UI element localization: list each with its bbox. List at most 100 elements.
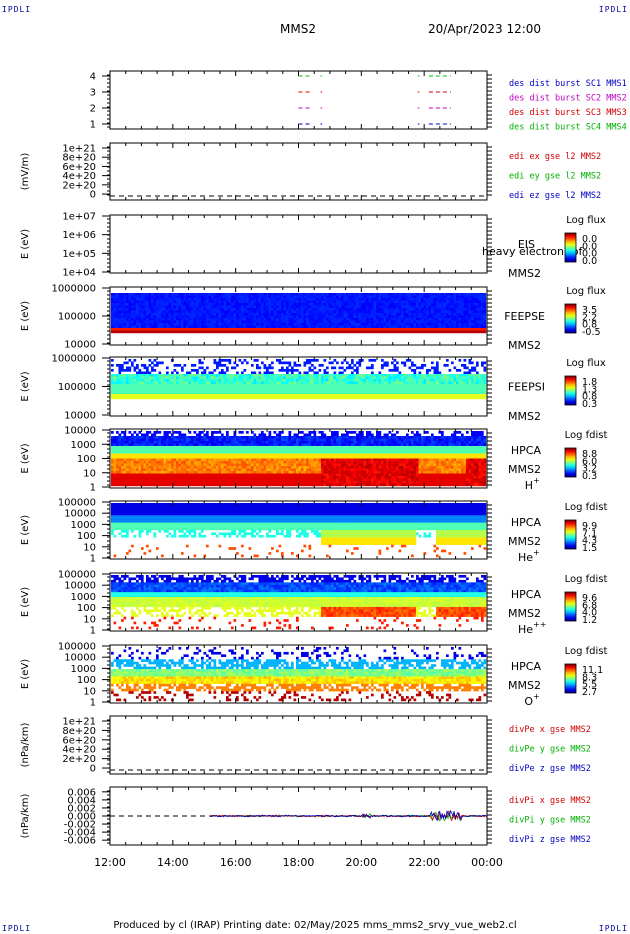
spectrogram-cell — [481, 298, 484, 301]
spectrogram-cell — [391, 328, 394, 331]
spectrogram-cell — [133, 468, 137, 472]
spectrogram-cell — [343, 391, 347, 395]
spectrogram-cell — [448, 369, 452, 372]
spectrogram-cell — [363, 376, 367, 380]
spectrogram-cell — [198, 328, 202, 331]
spectrogram-cell — [156, 298, 159, 301]
spectrogram-cell — [278, 381, 282, 385]
spectrogram-cell — [431, 381, 434, 385]
spectrogram-cell — [373, 330, 377, 334]
spectrogram-cell — [271, 310, 274, 314]
spectrogram-cell — [151, 394, 154, 397]
spectrogram-cell — [241, 386, 244, 390]
spectrogram-cell — [443, 305, 447, 309]
spectrogram-cell — [468, 313, 472, 316]
spectrogram-cell — [408, 376, 412, 380]
spectrogram-cell — [276, 298, 279, 301]
spectrogram-cell — [201, 389, 204, 392]
spectrogram-cell — [168, 376, 172, 380]
spectrogram-cell — [373, 318, 377, 321]
spectrogram-cell — [173, 364, 177, 367]
spectrogram-cell — [128, 446, 132, 449]
spectrogram-cell — [118, 468, 122, 472]
spectrogram-cell — [208, 328, 212, 331]
spectrogram-cell — [111, 305, 114, 309]
spectrogram-cell — [126, 384, 129, 387]
spectrogram-cell — [436, 361, 439, 365]
spectrogram-cell — [186, 396, 189, 400]
spectrogram-cell — [128, 466, 132, 469]
spectrogram-cell — [238, 359, 242, 362]
spectrogram-cell — [111, 468, 114, 472]
spectrogram-cell — [353, 389, 357, 392]
spectrogram-cell — [221, 325, 224, 329]
spectrogram-cell — [458, 359, 462, 362]
spectrogram-cell — [153, 379, 157, 382]
spectrogram-cell — [341, 295, 344, 299]
spectrogram-cell — [153, 310, 157, 314]
spectrogram-cell — [216, 323, 219, 326]
spectrogram-cell — [476, 325, 479, 329]
spectrogram-cell — [431, 389, 434, 392]
spectrogram-cell — [411, 305, 414, 309]
spectrogram-cell — [173, 303, 177, 306]
spectrogram-cell — [268, 300, 272, 304]
spectrogram-cell — [336, 361, 339, 365]
spectrogram-cell — [308, 394, 312, 397]
spectrogram-cell — [123, 389, 127, 392]
spectrogram-cell — [153, 376, 157, 380]
spectrogram-cell — [308, 361, 312, 365]
spectrogram-cell — [471, 376, 474, 380]
spectrogram-cell — [371, 374, 374, 377]
spectrogram-cell — [221, 323, 224, 326]
spectrogram-cell — [291, 366, 294, 370]
spectrogram-cell — [303, 389, 307, 392]
spectrogram-cell — [291, 310, 294, 314]
spectrogram-cell — [153, 386, 157, 390]
spectrogram-cell — [443, 313, 447, 316]
spectrogram-cell — [156, 361, 159, 365]
spectrogram-cell — [413, 305, 417, 309]
spectrogram-cell — [313, 394, 317, 397]
spectrogram-cell — [241, 371, 244, 375]
spectrogram-cell — [343, 389, 347, 392]
spectrogram-cell — [201, 386, 204, 390]
spectrogram-cell — [403, 381, 407, 385]
spectrogram-cell — [403, 310, 407, 314]
spectrogram-cell — [133, 476, 137, 479]
spectrogram-cell — [233, 391, 237, 395]
spectrogram-cell — [118, 448, 122, 452]
spectrogram-cell — [446, 364, 449, 367]
spectrogram-cell — [136, 328, 139, 331]
spectrogram-cell — [173, 295, 177, 299]
spectrogram-cell — [203, 298, 207, 301]
spectrogram-cell — [148, 384, 152, 387]
spectrogram-cell — [271, 374, 274, 377]
spectrogram-cell — [121, 453, 124, 457]
spectrogram-cell — [138, 466, 142, 469]
spectrogram-cell — [123, 443, 127, 447]
spectrogram-cell — [323, 320, 327, 324]
spectrogram-cell — [443, 298, 447, 301]
corner-label-top-left: IPDLI — [2, 5, 32, 14]
spectrogram-cell — [298, 364, 302, 367]
spectrogram-cell — [363, 320, 367, 324]
spectrogram-cell — [383, 315, 387, 319]
spectrogram-cell — [388, 310, 392, 314]
spectrogram-cell — [171, 308, 174, 311]
spectrogram-cell — [323, 298, 327, 301]
spectrogram-cell — [143, 376, 147, 380]
spectrogram-cell — [283, 391, 287, 395]
spectrogram-cell — [236, 308, 239, 311]
spectrogram-cell — [126, 323, 129, 326]
spectrogram-cell — [113, 448, 117, 452]
spectrogram-cell — [146, 310, 149, 314]
spectrogram-cell — [391, 389, 394, 392]
spectrogram-cell — [311, 318, 314, 321]
spectrogram-cell — [256, 313, 259, 316]
spectrogram-cell — [443, 381, 447, 385]
spectrogram-cell — [246, 305, 249, 309]
spectrogram-cell — [473, 320, 477, 324]
spectrogram-cell — [373, 325, 377, 329]
spectrogram-cell — [133, 359, 137, 362]
